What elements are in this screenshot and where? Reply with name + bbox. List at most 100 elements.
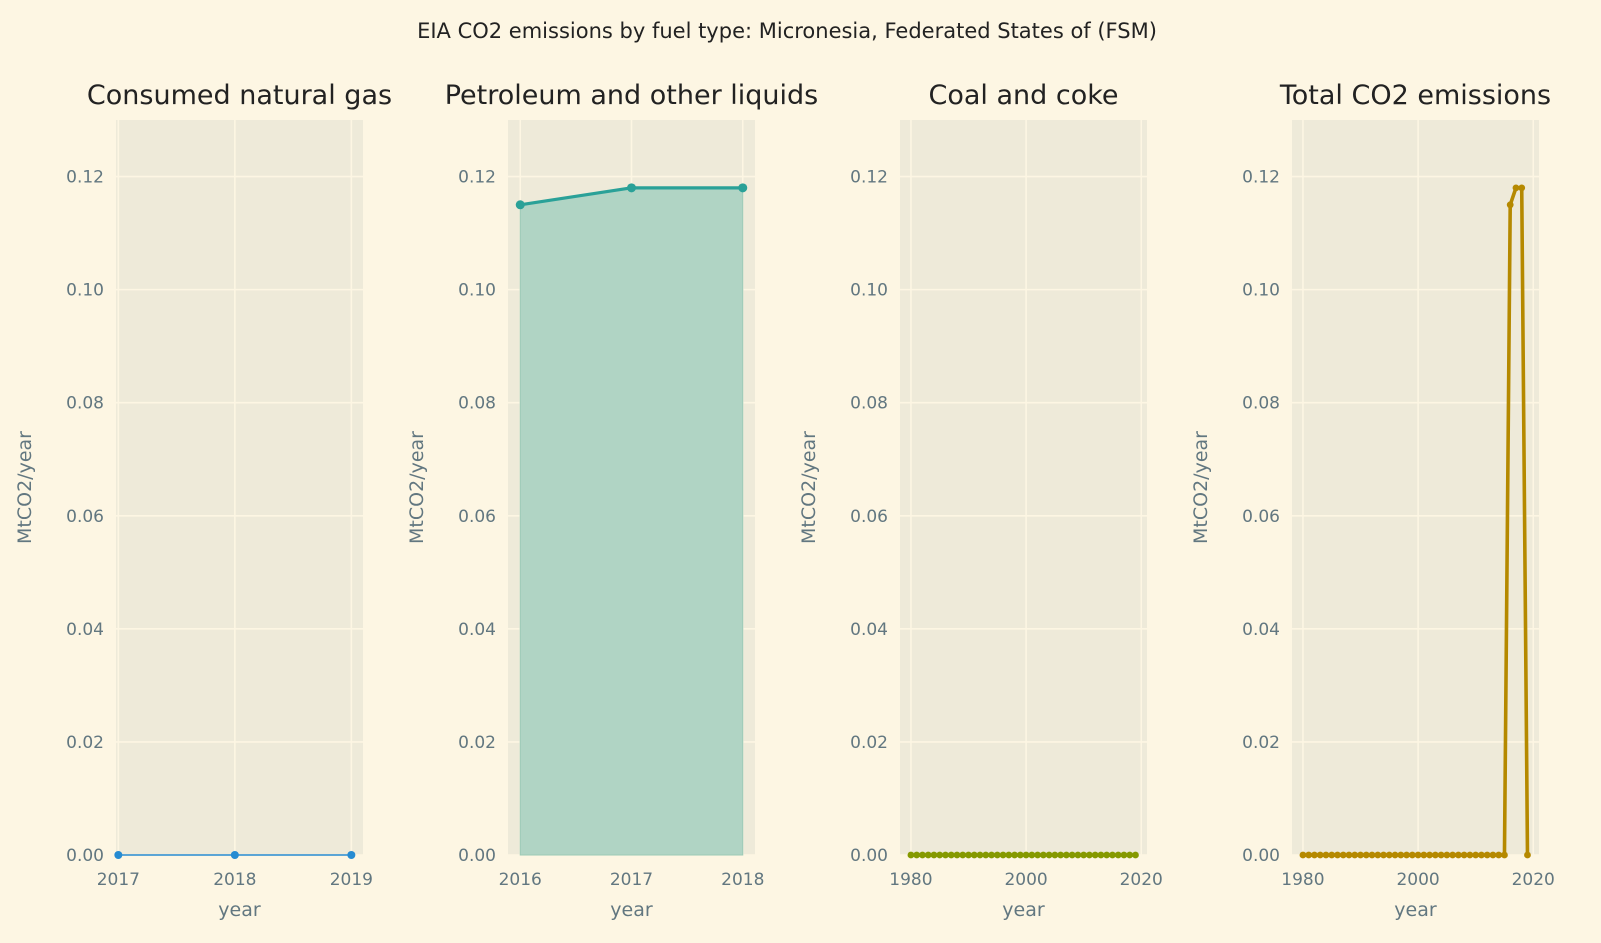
data-point	[1518, 184, 1526, 192]
subplot-3: 0.00 0.02 0.04 0.06 0.08 0.10 0.12 1980 2000 2020…	[798, 80, 1163, 921]
data-point	[1339, 851, 1347, 859]
x-tick-label: 2019	[330, 870, 373, 890]
data-point	[959, 851, 967, 859]
y-tick-label: 0.00	[1242, 846, 1280, 866]
y-tick-label: 0.10	[66, 281, 104, 301]
data-point	[1506, 201, 1514, 209]
data-point	[1103, 851, 1111, 859]
x-axis-label: year	[218, 899, 261, 921]
data-point	[1414, 851, 1422, 859]
data-point	[1126, 851, 1134, 859]
data-point	[1132, 851, 1139, 859]
data-point	[907, 851, 915, 859]
y-tick-label: 0.02	[1242, 733, 1280, 753]
subplot-title: Consumed natural gas	[87, 80, 392, 111]
y-tick-label: 0.06	[66, 507, 104, 527]
data-point	[1034, 851, 1042, 859]
data-point	[1097, 851, 1105, 859]
data-point	[1362, 851, 1370, 859]
y-tick-label: 0.06	[850, 507, 888, 527]
plot-area	[900, 120, 1147, 855]
y-axis-label: MtCO2/year	[406, 431, 428, 544]
y-tick-label: 0.04	[458, 620, 496, 640]
data-point	[1091, 851, 1099, 859]
data-point	[1495, 851, 1503, 859]
data-point	[1086, 851, 1093, 859]
data-point	[1022, 851, 1030, 859]
data-point	[1114, 851, 1122, 859]
x-tick-label: 1980	[889, 870, 932, 890]
data-point	[1380, 851, 1387, 859]
y-tick-label: 0.08	[850, 394, 888, 414]
data-point	[988, 851, 995, 859]
data-point	[1426, 851, 1434, 859]
data-point	[936, 851, 944, 859]
data-point	[1120, 851, 1128, 859]
data-point	[1368, 851, 1376, 859]
data-point	[1305, 851, 1313, 859]
data-point	[1345, 851, 1353, 859]
subplot-2: 0.00 0.02 0.04 0.06 0.08 0.10 0.12 2016 2017 2018…	[406, 80, 818, 921]
data-point	[1472, 851, 1480, 859]
data-point	[930, 851, 938, 859]
x-tick-label: 2017	[610, 870, 653, 890]
y-tick-label: 0.10	[1242, 281, 1280, 301]
y-tick-label: 0.08	[458, 394, 496, 414]
y-tick-label: 0.02	[850, 733, 888, 753]
y-tick-label: 0.12	[1242, 168, 1280, 188]
y-tick-label: 0.10	[850, 281, 888, 301]
data-point	[970, 851, 978, 859]
data-point	[1322, 851, 1330, 859]
data-point	[1408, 851, 1416, 859]
data-point	[1466, 851, 1474, 859]
data-point	[1420, 851, 1428, 859]
data-point	[230, 851, 239, 859]
data-point	[942, 851, 949, 859]
y-tick-label: 0.10	[458, 281, 496, 301]
x-tick-label: 2020	[1120, 870, 1163, 890]
data-point	[1016, 851, 1024, 859]
y-tick-label: 0.08	[1242, 394, 1280, 414]
data-point	[1489, 851, 1497, 859]
data-point	[913, 851, 921, 859]
data-point	[1011, 851, 1018, 859]
data-point	[1478, 851, 1485, 859]
data-point	[1057, 851, 1065, 859]
x-tick-label: 1980	[1281, 870, 1324, 890]
x-axis-label: year	[1394, 899, 1437, 921]
subplot-1: 0.00 0.02 0.04 0.06 0.08 0.10 0.12 2017 2018 2019…	[14, 80, 392, 921]
y-tick-label: 0.12	[850, 168, 888, 188]
data-point	[1109, 851, 1116, 859]
data-point	[347, 851, 356, 859]
data-point	[1460, 851, 1468, 859]
data-point	[1068, 851, 1076, 859]
data-point	[1397, 851, 1405, 859]
data-point	[114, 851, 123, 859]
data-point	[1351, 851, 1359, 859]
subplot-4: 0.00 0.02 0.04 0.06 0.08 0.10 0.12 1980 2000 2020…	[1190, 80, 1555, 921]
data-point	[1443, 851, 1451, 859]
area-fill	[519, 187, 744, 856]
data-point	[1045, 851, 1053, 859]
data-point	[1431, 851, 1439, 859]
x-tick-label: 2016	[499, 870, 542, 890]
data-point	[1051, 851, 1059, 859]
x-tick-label: 2000	[1396, 870, 1439, 890]
y-axis-label: MtCO2/year	[798, 431, 820, 544]
data-point	[738, 183, 748, 193]
subplot-title: Total CO2 emissions	[1279, 80, 1551, 111]
data-point	[1524, 851, 1531, 859]
data-point	[953, 851, 961, 859]
data-point	[1316, 851, 1324, 859]
x-tick-label: 2017	[97, 870, 140, 890]
data-point	[976, 851, 984, 859]
y-tick-label: 0.06	[1242, 507, 1280, 527]
x-axis-label: year	[610, 899, 653, 921]
data-point	[627, 183, 636, 193]
x-tick-label: 2018	[721, 870, 764, 890]
y-tick-label: 0.12	[66, 168, 104, 188]
data-point	[1074, 851, 1082, 859]
data-point	[1039, 851, 1047, 859]
y-tick-label: 0.00	[850, 846, 888, 866]
data-point	[1334, 851, 1341, 859]
